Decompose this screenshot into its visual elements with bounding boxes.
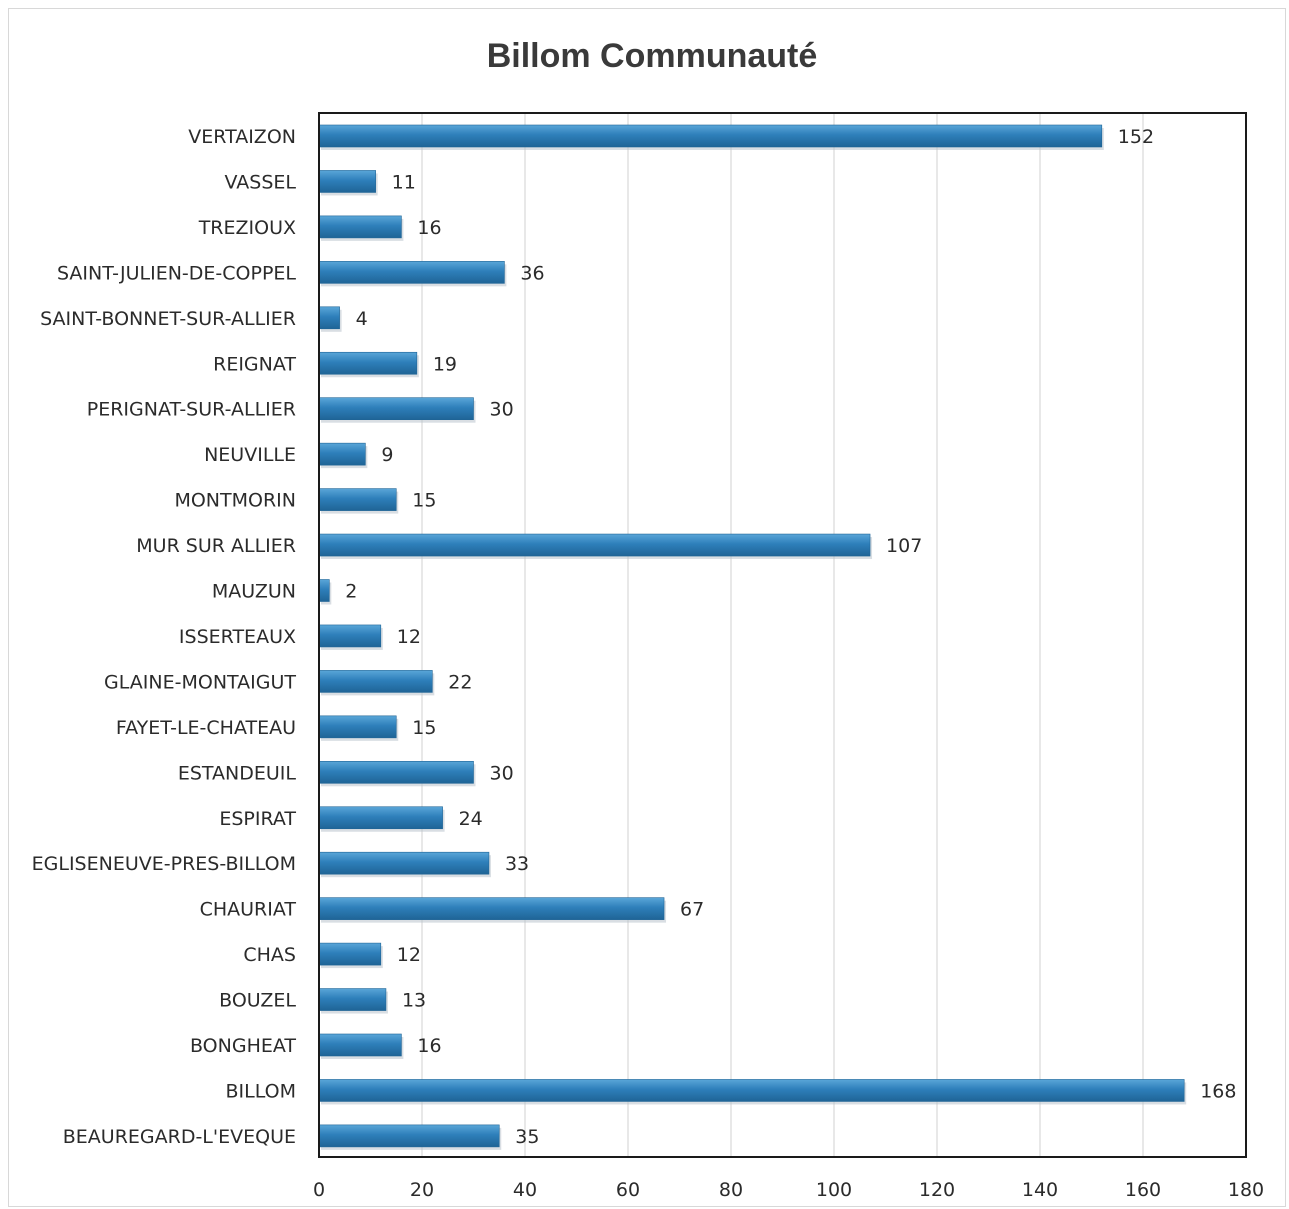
bar <box>318 988 387 1011</box>
bar <box>318 488 397 511</box>
x-tick-label: 140 <box>1022 1179 1058 1201</box>
data-label: 168 <box>1200 1080 1236 1102</box>
category-label: VASSEL <box>225 171 297 193</box>
x-tick-label: 40 <box>513 1179 537 1201</box>
bar-chart: Billom Communauté VERTAIZON VASSEL TREZIOU… <box>32 37 1264 1201</box>
data-label: 12 <box>397 944 421 966</box>
x-tick-label: 20 <box>410 1179 434 1201</box>
x-tick-label: 180 <box>1228 1179 1264 1201</box>
bar <box>318 579 330 602</box>
category-label: ESPIRAT <box>219 808 296 830</box>
x-tick-label: 60 <box>616 1179 640 1201</box>
bar <box>318 261 505 284</box>
category-label: BOUZEL <box>219 990 296 1012</box>
data-label: 15 <box>412 490 436 512</box>
bar <box>318 897 665 920</box>
x-axis-tick-labels: 0 20 40 60 80 100 120 140 160 180 <box>313 1179 1264 1201</box>
x-tick-label: 80 <box>719 1179 743 1201</box>
category-label: BEAUREGARD-L'EVEQUE <box>63 1126 296 1148</box>
category-label: GLAINE-MONTAIGUT <box>104 671 296 693</box>
bar <box>318 1033 402 1057</box>
x-tick-label: 100 <box>816 1179 852 1201</box>
bar <box>318 533 871 557</box>
data-label: 15 <box>412 717 436 739</box>
data-label: 13 <box>402 990 426 1012</box>
category-label: BILLOM <box>226 1080 296 1102</box>
bars <box>318 124 1187 1150</box>
category-label: ISSERTEAUX <box>179 626 296 648</box>
category-label: TREZIOUX <box>198 217 296 239</box>
data-label: 67 <box>680 899 704 921</box>
category-label: BONGHEAT <box>190 1035 296 1057</box>
bar <box>318 306 340 330</box>
data-label: 4 <box>356 308 368 330</box>
bar <box>318 351 418 375</box>
data-label: 35 <box>515 1126 539 1148</box>
bar <box>318 442 366 466</box>
gridlines <box>421 113 1144 1157</box>
category-label: CHAURIAT <box>200 899 297 921</box>
value-labels: 152 11 16 36 4 19 30 9 15 107 2 12 22 15 30 24 33 67 12 13 1… <box>345 126 1236 1148</box>
bar <box>318 1079 1185 1102</box>
bar <box>318 806 443 830</box>
bar <box>318 215 402 239</box>
data-label: 12 <box>397 626 421 648</box>
category-label: VERTAIZON <box>188 126 296 148</box>
data-label: 2 <box>345 581 357 603</box>
chart-frame: Billom Communauté VERTAIZON VASSEL TREZIOU… <box>8 8 1286 1207</box>
data-label: 30 <box>490 399 514 421</box>
chart-title: Billom Communauté <box>487 37 818 75</box>
bar <box>318 124 1103 148</box>
data-label: 19 <box>433 353 457 375</box>
data-label: 36 <box>520 262 544 284</box>
plot-area-border <box>318 112 1247 1158</box>
category-label: PERIGNAT-SUR-ALLIER <box>87 399 296 421</box>
data-label: 16 <box>417 217 441 239</box>
data-label: 11 <box>392 171 416 193</box>
bar <box>318 715 397 739</box>
data-label: 22 <box>448 671 472 693</box>
bar <box>318 670 433 693</box>
category-label: SAINT-BONNET-SUR-ALLIER <box>40 308 296 330</box>
data-label: 24 <box>459 808 483 830</box>
bar <box>318 851 490 875</box>
x-tick-label: 120 <box>919 1179 955 1201</box>
category-label: NEUVILLE <box>204 444 296 466</box>
x-tick-label: 0 <box>313 1179 325 1201</box>
bar <box>318 397 474 421</box>
category-label: ESTANDEUIL <box>178 762 297 784</box>
category-label: SAINT-JULIEN-DE-COPPEL <box>57 262 296 284</box>
category-label: REIGNAT <box>213 353 296 375</box>
category-label: EGLISENEUVE-PRES-BILLOM <box>32 853 296 875</box>
data-label: 30 <box>490 762 514 784</box>
category-labels: VERTAIZON VASSEL TREZIOUX SAINT-JULIEN-DE-C… <box>32 126 297 1148</box>
data-label: 152 <box>1118 126 1154 148</box>
data-label: 33 <box>505 853 529 875</box>
category-label: FAYET-LE-CHATEAU <box>116 717 296 739</box>
bar <box>318 624 382 648</box>
data-label: 9 <box>381 444 393 466</box>
data-label: 16 <box>417 1035 441 1057</box>
bar <box>318 170 376 193</box>
bar <box>318 942 382 966</box>
category-label: CHAS <box>243 944 296 966</box>
category-label: MAUZUN <box>212 581 296 603</box>
bar <box>318 1124 500 1148</box>
category-label: MUR SUR ALLIER <box>136 535 296 557</box>
x-tick-label: 160 <box>1125 1179 1161 1201</box>
data-label: 107 <box>886 535 922 557</box>
bar <box>318 760 474 784</box>
category-label: MONTMORIN <box>174 490 296 512</box>
